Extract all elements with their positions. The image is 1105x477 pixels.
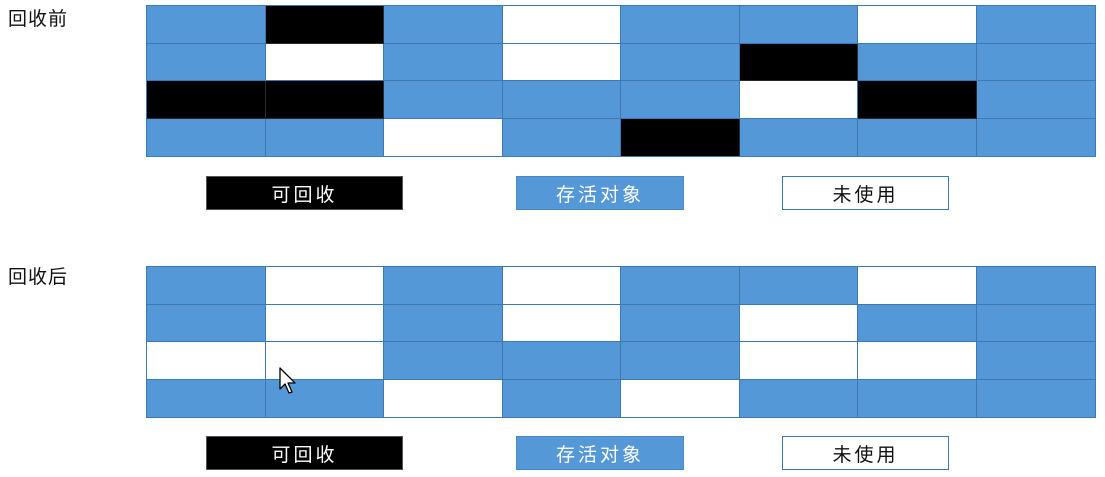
after-cell-free (739, 342, 858, 380)
after-cell-live (502, 342, 621, 380)
before-cell-live (739, 118, 858, 156)
after-cell-live (621, 342, 740, 380)
after-cell-free (384, 379, 503, 417)
after-cell-free (265, 304, 384, 342)
memory-grid-before (146, 5, 1096, 157)
before-cell-live (147, 43, 266, 81)
after-cell-live (384, 267, 503, 305)
before-cell-live (976, 43, 1095, 81)
before-cell-garbage (739, 43, 858, 81)
legend-live-after: 存活对象 (516, 436, 684, 470)
before-cell-live (502, 81, 621, 119)
legend-free-after: 未使用 (782, 436, 949, 470)
before-cell-garbage (265, 81, 384, 119)
before-cell-live (384, 81, 503, 119)
before-cell-live (147, 6, 266, 44)
section-label-after: 回收后 (8, 266, 69, 288)
before-cell-garbage (265, 6, 384, 44)
before-cell-live (384, 6, 503, 44)
after-cell-live (621, 304, 740, 342)
after-cell-free (502, 267, 621, 305)
after-cell-live (976, 342, 1095, 380)
after-cell-free (147, 342, 266, 380)
after-cell-live (147, 267, 266, 305)
after-cell-live (858, 379, 977, 417)
before-cell-live (265, 118, 384, 156)
after-cell-live (384, 342, 503, 380)
before-cell-free (502, 6, 621, 44)
after-cell-live (147, 379, 266, 417)
after-cell-live (502, 379, 621, 417)
before-cell-live (858, 43, 977, 81)
before-cell-live (621, 43, 740, 81)
before-cell-free (265, 43, 384, 81)
legend-garbage-after: 可回收 (206, 436, 403, 470)
before-cell-live (147, 118, 266, 156)
after-cell-live (621, 267, 740, 305)
before-cell-live (621, 81, 740, 119)
before-cell-live (976, 81, 1095, 119)
before-cell-free (858, 6, 977, 44)
after-cell-live (976, 304, 1095, 342)
after-cell-live (147, 304, 266, 342)
before-cell-garbage (147, 81, 266, 119)
after-cell-free (502, 304, 621, 342)
before-cell-live (739, 6, 858, 44)
memory-grid-after (146, 266, 1096, 418)
after-cell-live (976, 267, 1095, 305)
after-cell-free (858, 267, 977, 305)
before-cell-live (858, 118, 977, 156)
before-cell-garbage (621, 118, 740, 156)
before-cell-garbage (858, 81, 977, 119)
before-cell-live (384, 43, 503, 81)
before-cell-live (976, 118, 1095, 156)
before-cell-live (621, 6, 740, 44)
after-cell-free (739, 304, 858, 342)
after-cell-free (858, 342, 977, 380)
after-cell-live (739, 267, 858, 305)
section-label-before: 回收前 (8, 8, 69, 30)
before-cell-live (502, 118, 621, 156)
after-cell-free (265, 267, 384, 305)
before-cell-live (976, 6, 1095, 44)
after-cell-live (739, 379, 858, 417)
mouse-pointer-icon (279, 367, 296, 394)
before-cell-free (502, 43, 621, 81)
before-cell-free (384, 118, 503, 156)
before-cell-free (739, 81, 858, 119)
legend-garbage-before: 可回收 (206, 176, 403, 210)
legend-live-before: 存活对象 (516, 176, 684, 210)
after-cell-live (858, 304, 977, 342)
after-cell-live (384, 304, 503, 342)
after-cell-free (621, 379, 740, 417)
after-cell-live (976, 379, 1095, 417)
legend-free-before: 未使用 (782, 176, 949, 210)
